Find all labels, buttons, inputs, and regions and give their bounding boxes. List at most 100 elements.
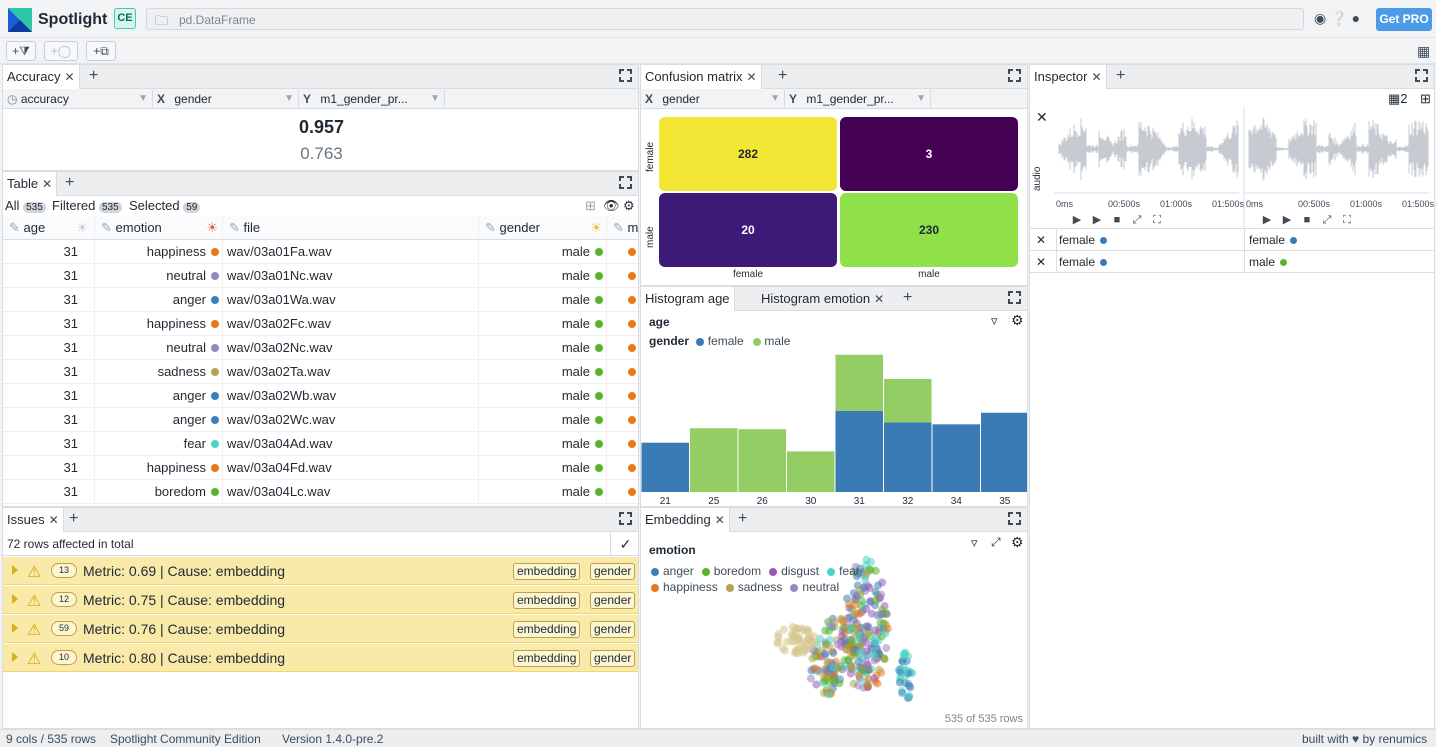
help-icon[interactable]: ❔: [1330, 10, 1352, 26]
embedding-point[interactable]: [792, 648, 801, 657]
issue-row[interactable]: ⚠ 10 Metric: 0.80 | Cause: embedding embedd…: [3, 644, 638, 672]
table-row[interactable]: 31 neutral wav/03a01Nc.wav male: [3, 264, 638, 288]
embedding-point[interactable]: [901, 679, 910, 688]
tab-histogram-emotion[interactable]: Histogram emotion ✕: [757, 287, 888, 311]
embedding-point[interactable]: [875, 665, 884, 674]
table-row[interactable]: 31 anger wav/03a02Wb.wav male: [3, 384, 638, 408]
embedding-point[interactable]: [870, 652, 879, 661]
embedding-point[interactable]: [863, 628, 872, 637]
histogram-chart[interactable]: 21 25 26 30 31 32 34 35: [641, 347, 1028, 507]
embedding-point[interactable]: [871, 596, 880, 605]
embedding-point[interactable]: [860, 583, 868, 592]
embedding-point[interactable]: [810, 664, 819, 673]
palette-icon[interactable]: ◉: [1314, 10, 1331, 26]
github-icon[interactable]: ●: [1351, 10, 1365, 26]
histogram-bar-male[interactable]: [738, 429, 787, 492]
embedding-point[interactable]: [780, 625, 788, 634]
settings-icon[interactable]: ⚙: [623, 198, 635, 213]
embedding-point[interactable]: [899, 651, 908, 660]
close-icon[interactable]: ✕: [42, 177, 53, 191]
add-filter-button[interactable]: +⧩: [6, 41, 36, 61]
embedding-point[interactable]: [862, 555, 871, 564]
stop-icon[interactable]: ■: [1114, 214, 1121, 226]
histogram-bar-female[interactable]: [884, 422, 932, 492]
embedding-point[interactable]: [829, 649, 838, 657]
legend-item[interactable]: neutral: [790, 580, 839, 594]
dataset-path-field[interactable]: 🗀 pd.DataFrame: [146, 8, 1304, 30]
close-icon[interactable]: ✕: [874, 292, 885, 306]
play-icon[interactable]: ▶: [1073, 214, 1082, 226]
histogram-bar-female[interactable]: [981, 412, 1028, 492]
issue-tag-column[interactable]: gender: [590, 563, 636, 580]
play-icon[interactable]: ▶: [1263, 214, 1272, 226]
column-header-file[interactable]: ✎ file: [223, 216, 479, 240]
expand-icon[interactable]: [12, 594, 18, 604]
view-all[interactable]: All 535: [5, 196, 46, 218]
table-row[interactable]: 31 neutral wav/03a02Nc.wav male: [3, 336, 638, 360]
tab-histogram-age[interactable]: Histogram age: [641, 287, 735, 311]
embedding-point[interactable]: [862, 604, 871, 613]
fullscreen-icon[interactable]: ⛶: [1153, 214, 1161, 226]
embedding-point[interactable]: [845, 600, 853, 609]
embedding-point[interactable]: [852, 622, 861, 630]
embedding-point[interactable]: [877, 590, 886, 599]
embedding-point[interactable]: [826, 635, 835, 644]
histogram-bar-female[interactable]: [932, 424, 981, 492]
embedding-point[interactable]: [811, 652, 820, 661]
embedding-point[interactable]: [800, 646, 809, 655]
view-selected[interactable]: Selected 59: [129, 196, 201, 218]
embedding-point[interactable]: [844, 656, 853, 665]
add-tab-icon[interactable]: +: [89, 67, 99, 84]
table-row[interactable]: 31 anger wav/03a01Wa.wav male: [3, 288, 638, 312]
embedding-point[interactable]: [782, 637, 791, 646]
expand-icon[interactable]: [12, 623, 18, 633]
audio-waveforms[interactable]: 0ms 00:500s 01:000s 01:500s ▶ ▶ ■ ⤢ ⛶ 0ms 00:500s 0…: [1054, 107, 1434, 229]
maximize-icon[interactable]: [1007, 68, 1024, 85]
table-row[interactable]: 31 anger wav/03a02Wc.wav male: [3, 408, 638, 432]
stop-icon[interactable]: ■: [1304, 214, 1311, 226]
embedding-point[interactable]: [882, 644, 891, 652]
embedding-point[interactable]: [865, 583, 874, 592]
tab-table[interactable]: Table ✕: [3, 172, 58, 196]
embedding-point[interactable]: [820, 677, 829, 686]
histogram-bar-male[interactable]: [787, 451, 835, 492]
expand-icon[interactable]: [12, 565, 18, 575]
filter-icon[interactable]: ▿: [991, 313, 998, 328]
embedding-point[interactable]: [898, 688, 907, 697]
issue-tag-column[interactable]: gender: [590, 621, 636, 638]
legend-item[interactable]: happiness: [651, 580, 718, 594]
embedding-point[interactable]: [854, 657, 863, 666]
play-pause-icon[interactable]: ▶: [1283, 214, 1292, 226]
embedding-point[interactable]: [859, 667, 868, 676]
histogram-bar-male[interactable]: [690, 428, 738, 492]
embedding-point[interactable]: [856, 649, 865, 658]
legend-item[interactable]: boredom: [701, 564, 761, 578]
issue-tag-column[interactable]: gender: [590, 650, 636, 667]
filter-icon[interactable]: ▿: [971, 535, 978, 550]
embedding-point[interactable]: [833, 640, 842, 649]
x-column-select[interactable]: X gender ▼: [153, 90, 299, 108]
y-column-select[interactable]: Y m1_gender_pr... ▼: [785, 90, 931, 108]
remove-field-icon[interactable]: ✕: [1036, 255, 1047, 269]
add-tab-icon[interactable]: +: [738, 510, 748, 527]
tab-inspector[interactable]: Inspector ✕: [1030, 65, 1107, 89]
issue-row[interactable]: ⚠ 59 Metric: 0.76 | Cause: embedding embedd…: [3, 615, 638, 643]
embedding-point[interactable]: [872, 635, 881, 644]
embedding-point[interactable]: [874, 581, 883, 590]
embedding-point[interactable]: [806, 674, 815, 683]
table-row[interactable]: 31 fear wav/03a04Ad.wav male: [3, 432, 638, 456]
embedding-point[interactable]: [812, 680, 821, 689]
histogram-bar-female[interactable]: [641, 442, 690, 492]
remove-field-icon[interactable]: ✕: [1036, 233, 1047, 247]
x-column-select[interactable]: X gender ▼: [641, 90, 785, 108]
y-column-select[interactable]: Y m1_gender_pr... ▼: [299, 90, 445, 108]
confusion-cell[interactable]: 3: [840, 117, 1018, 191]
embedding-scatter[interactable]: [641, 532, 1028, 729]
expand-icon[interactable]: [12, 652, 18, 662]
embedding-point[interactable]: [899, 662, 908, 671]
close-icon[interactable]: ✕: [48, 513, 59, 527]
issue-row[interactable]: ⚠ 12 Metric: 0.75 | Cause: embedding embedd…: [3, 586, 638, 614]
fit-view-icon[interactable]: ⤢: [991, 535, 1001, 549]
confusion-cell[interactable]: 230: [840, 193, 1018, 267]
maximize-icon[interactable]: [1007, 511, 1024, 528]
